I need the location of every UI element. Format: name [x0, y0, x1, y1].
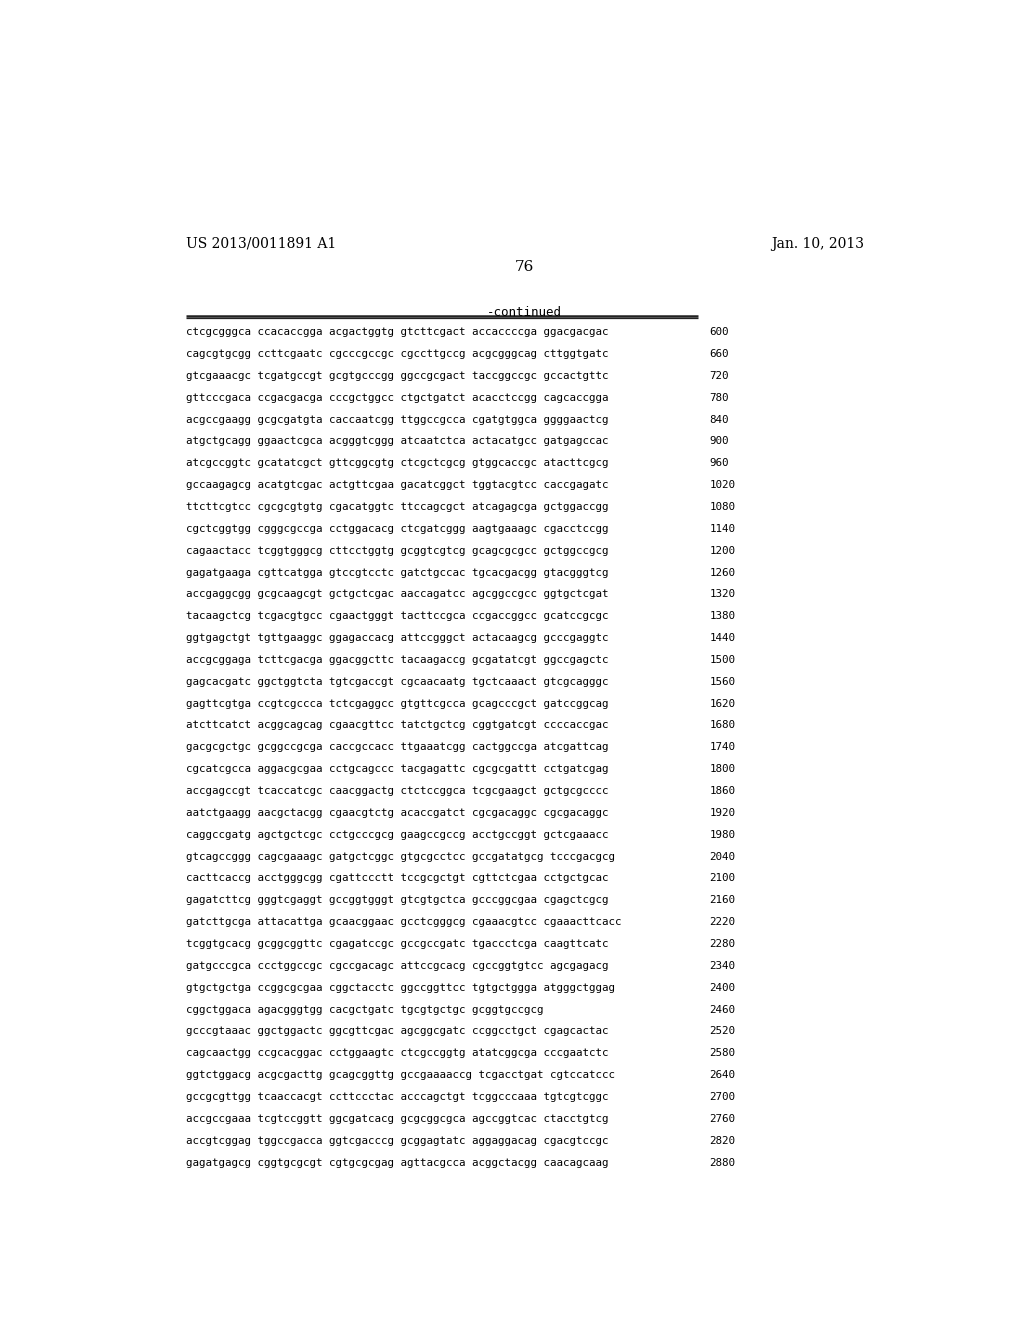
Text: ctcgcgggca ccacaccgga acgactggtg gtcttcgact accaccccga ggacgacgac: ctcgcgggca ccacaccgga acgactggtg gtcttcg…	[186, 327, 608, 337]
Text: 1080: 1080	[710, 502, 735, 512]
Text: 1500: 1500	[710, 655, 735, 665]
Text: 2220: 2220	[710, 917, 735, 927]
Text: Jan. 10, 2013: Jan. 10, 2013	[771, 236, 864, 251]
Text: caggccgatg agctgctcgc cctgcccgcg gaagccgccg acctgccggt gctcgaaacc: caggccgatg agctgctcgc cctgcccgcg gaagccg…	[186, 830, 608, 840]
Text: ggtctggacg acgcgacttg gcagcggttg gccgaaaaccg tcgacctgat cgtccatccc: ggtctggacg acgcgacttg gcagcggttg gccgaaa…	[186, 1071, 615, 1080]
Text: 960: 960	[710, 458, 729, 469]
Text: 1920: 1920	[710, 808, 735, 818]
Text: 2100: 2100	[710, 874, 735, 883]
Text: atcttcatct acggcagcag cgaacgttcc tatctgctcg cggtgatcgt ccccaccgac: atcttcatct acggcagcag cgaacgttcc tatctgc…	[186, 721, 608, 730]
Text: cagcaactgg ccgcacggac cctggaagtc ctcgccggtg atatcggcga cccgaatctc: cagcaactgg ccgcacggac cctggaagtc ctcgccg…	[186, 1048, 608, 1059]
Text: 1200: 1200	[710, 545, 735, 556]
Text: gagatcttcg gggtcgaggt gccggtgggt gtcgtgctca gcccggcgaa cgagctcgcg: gagatcttcg gggtcgaggt gccggtgggt gtcgtgc…	[186, 895, 608, 906]
Text: gacgcgctgc gcggccgcga caccgccacc ttgaaatcgg cactggccga atcgattcag: gacgcgctgc gcggccgcga caccgccacc ttgaaat…	[186, 742, 608, 752]
Text: gttcccgaca ccgacgacga cccgctggcc ctgctgatct acacctccgg cagcaccgga: gttcccgaca ccgacgacga cccgctggcc ctgctga…	[186, 392, 608, 403]
Text: 1260: 1260	[710, 568, 735, 578]
Text: gagatgagcg cggtgcgcgt cgtgcgcgag agttacgcca acggctacgg caacagcaag: gagatgagcg cggtgcgcgt cgtgcgcgag agttacg…	[186, 1158, 608, 1167]
Text: 1140: 1140	[710, 524, 735, 533]
Text: 2880: 2880	[710, 1158, 735, 1167]
Text: gtcgaaacgc tcgatgccgt gcgtgcccgg ggccgcgact taccggccgc gccactgttc: gtcgaaacgc tcgatgccgt gcgtgcccgg ggccgcg…	[186, 371, 608, 381]
Text: gccgcgttgg tcaaccacgt ccttccctac acccagctgt tcggcccaaa tgtcgtcggc: gccgcgttgg tcaaccacgt ccttccctac acccagc…	[186, 1092, 608, 1102]
Text: gagcacgatc ggctggtcta tgtcgaccgt cgcaacaatg tgctcaaact gtcgcagggc: gagcacgatc ggctggtcta tgtcgaccgt cgcaaca…	[186, 677, 608, 686]
Text: 720: 720	[710, 371, 729, 381]
Text: ggtgagctgt tgttgaaggc ggagaccacg attccgggct actacaagcg gcccgaggtc: ggtgagctgt tgttgaaggc ggagaccacg attccgg…	[186, 634, 608, 643]
Text: tcggtgcacg gcggcggttc cgagatccgc gccgccgatc tgaccctcga caagttcatc: tcggtgcacg gcggcggttc cgagatccgc gccgccg…	[186, 939, 608, 949]
Text: 1860: 1860	[710, 785, 735, 796]
Text: cagaactacc tcggtgggcg cttcctggtg gcggtcgtcg gcagcgcgcc gctggccgcg: cagaactacc tcggtgggcg cttcctggtg gcggtcg…	[186, 545, 608, 556]
Text: cacttcaccg acctgggcgg cgattccctt tccgcgctgt cgttctcgaa cctgctgcac: cacttcaccg acctgggcgg cgattccctt tccgcgc…	[186, 874, 608, 883]
Text: 2160: 2160	[710, 895, 735, 906]
Text: accgaggcgg gcgcaagcgt gctgctcgac aaccagatcc agcggccgcc ggtgctcgat: accgaggcgg gcgcaagcgt gctgctcgac aaccaga…	[186, 589, 608, 599]
Text: 2340: 2340	[710, 961, 735, 970]
Text: 900: 900	[710, 437, 729, 446]
Text: acgccgaagg gcgcgatgta caccaatcgg ttggccgcca cgatgtggca ggggaactcg: acgccgaagg gcgcgatgta caccaatcgg ttggccg…	[186, 414, 608, 425]
Text: atcgccggtc gcatatcgct gttcggcgtg ctcgctcgcg gtggcaccgc atacttcgcg: atcgccggtc gcatatcgct gttcggcgtg ctcgctc…	[186, 458, 608, 469]
Text: ttcttcgtcc cgcgcgtgtg cgacatggtc ttccagcgct atcagagcga gctggaccgg: ttcttcgtcc cgcgcgtgtg cgacatggtc ttccagc…	[186, 502, 608, 512]
Text: 2280: 2280	[710, 939, 735, 949]
Text: 1680: 1680	[710, 721, 735, 730]
Text: accgcggaga tcttcgacga ggacggcttc tacaagaccg gcgatatcgt ggccgagctc: accgcggaga tcttcgacga ggacggcttc tacaaga…	[186, 655, 608, 665]
Text: 600: 600	[710, 327, 729, 337]
Text: tacaagctcg tcgacgtgcc cgaactgggt tacttccgca ccgaccggcc gcatccgcgc: tacaagctcg tcgacgtgcc cgaactgggt tacttcc…	[186, 611, 608, 622]
Text: 2520: 2520	[710, 1027, 735, 1036]
Text: 1620: 1620	[710, 698, 735, 709]
Text: 2040: 2040	[710, 851, 735, 862]
Text: 1980: 1980	[710, 830, 735, 840]
Text: gccaagagcg acatgtcgac actgttcgaa gacatcggct tggtacgtcc caccgagatc: gccaagagcg acatgtcgac actgttcgaa gacatcg…	[186, 480, 608, 490]
Text: 1320: 1320	[710, 589, 735, 599]
Text: cggctggaca agacgggtgg cacgctgatc tgcgtgctgc gcggtgccgcg: cggctggaca agacgggtgg cacgctgatc tgcgtgc…	[186, 1005, 544, 1015]
Text: 2580: 2580	[710, 1048, 735, 1059]
Text: gtgctgctga ccggcgcgaa cggctacctc ggccggttcc tgtgctggga atgggctggag: gtgctgctga ccggcgcgaa cggctacctc ggccggt…	[186, 982, 615, 993]
Text: gtcagccggg cagcgaaagc gatgctcggc gtgcgcctcc gccgatatgcg tcccgacgcg: gtcagccggg cagcgaaagc gatgctcggc gtgcgcc…	[186, 851, 615, 862]
Text: 2760: 2760	[710, 1114, 735, 1123]
Text: 780: 780	[710, 392, 729, 403]
Text: 2400: 2400	[710, 982, 735, 993]
Text: 2460: 2460	[710, 1005, 735, 1015]
Text: -continued: -continued	[487, 306, 562, 318]
Text: cgctcggtgg cgggcgccga cctggacacg ctcgatcggg aagtgaaagc cgacctccgg: cgctcggtgg cgggcgccga cctggacacg ctcgatc…	[186, 524, 608, 533]
Text: accgagccgt tcaccatcgc caacggactg ctctccggca tcgcgaagct gctgcgcccc: accgagccgt tcaccatcgc caacggactg ctctccg…	[186, 785, 608, 796]
Text: gatgcccgca ccctggccgc cgccgacagc attccgcacg cgccggtgtcc agcgagacg: gatgcccgca ccctggccgc cgccgacagc attccgc…	[186, 961, 608, 970]
Text: 1380: 1380	[710, 611, 735, 622]
Text: 1440: 1440	[710, 634, 735, 643]
Text: gagatgaaga cgttcatgga gtccgtcctc gatctgccac tgcacgacgg gtacgggtcg: gagatgaaga cgttcatgga gtccgtcctc gatctgc…	[186, 568, 608, 578]
Text: 2700: 2700	[710, 1092, 735, 1102]
Text: 76: 76	[515, 260, 535, 275]
Text: cagcgtgcgg ccttcgaatc cgcccgccgc cgccttgccg acgcgggcag cttggtgatc: cagcgtgcgg ccttcgaatc cgcccgccgc cgccttg…	[186, 348, 608, 359]
Text: gatcttgcga attacattga gcaacggaac gcctcgggcg cgaaacgtcc cgaaacttcacc: gatcttgcga attacattga gcaacggaac gcctcgg…	[186, 917, 622, 927]
Text: 1740: 1740	[710, 742, 735, 752]
Text: accgccgaaa tcgtccggtt ggcgatcacg gcgcggcgca agccggtcac ctacctgtcg: accgccgaaa tcgtccggtt ggcgatcacg gcgcggc…	[186, 1114, 608, 1123]
Text: cgcatcgcca aggacgcgaa cctgcagccc tacgagattc cgcgcgattt cctgatcgag: cgcatcgcca aggacgcgaa cctgcagccc tacgaga…	[186, 764, 608, 774]
Text: 2640: 2640	[710, 1071, 735, 1080]
Text: 660: 660	[710, 348, 729, 359]
Text: 1020: 1020	[710, 480, 735, 490]
Text: 840: 840	[710, 414, 729, 425]
Text: atgctgcagg ggaactcgca acgggtcggg atcaatctca actacatgcc gatgagccac: atgctgcagg ggaactcgca acgggtcggg atcaatc…	[186, 437, 608, 446]
Text: US 2013/0011891 A1: US 2013/0011891 A1	[186, 236, 336, 251]
Text: accgtcggag tggccgacca ggtcgacccg gcggagtatc aggaggacag cgacgtccgc: accgtcggag tggccgacca ggtcgacccg gcggagt…	[186, 1135, 608, 1146]
Text: 1560: 1560	[710, 677, 735, 686]
Text: gagttcgtga ccgtcgccca tctcgaggcc gtgttcgcca gcagcccgct gatccggcag: gagttcgtga ccgtcgccca tctcgaggcc gtgttcg…	[186, 698, 608, 709]
Text: 2820: 2820	[710, 1135, 735, 1146]
Text: 1800: 1800	[710, 764, 735, 774]
Text: gcccgtaaac ggctggactc ggcgttcgac agcggcgatc ccggcctgct cgagcactac: gcccgtaaac ggctggactc ggcgttcgac agcggcg…	[186, 1027, 608, 1036]
Text: aatctgaagg aacgctacgg cgaacgtctg acaccgatct cgcgacaggc cgcgacaggc: aatctgaagg aacgctacgg cgaacgtctg acaccga…	[186, 808, 608, 818]
